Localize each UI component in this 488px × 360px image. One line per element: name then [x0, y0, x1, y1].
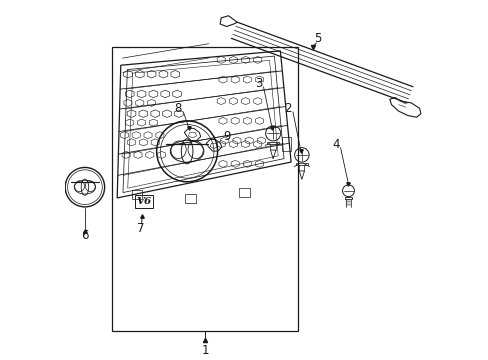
- Text: 6: 6: [81, 229, 88, 242]
- Text: V6: V6: [136, 197, 151, 206]
- Bar: [185, 194, 196, 203]
- Bar: [267, 142, 279, 144]
- Text: 2: 2: [283, 102, 291, 115]
- Bar: [282, 137, 290, 151]
- Bar: [296, 163, 307, 165]
- Bar: [239, 188, 249, 197]
- Text: 4: 4: [331, 138, 339, 150]
- Text: 1: 1: [201, 344, 208, 357]
- Bar: [112, 47, 298, 330]
- Bar: [344, 197, 352, 199]
- Text: 3: 3: [255, 77, 262, 90]
- Text: 5: 5: [314, 32, 321, 45]
- Text: 8: 8: [174, 102, 182, 115]
- Text: 9: 9: [223, 130, 230, 144]
- Bar: [131, 190, 142, 199]
- Text: 7: 7: [137, 222, 144, 235]
